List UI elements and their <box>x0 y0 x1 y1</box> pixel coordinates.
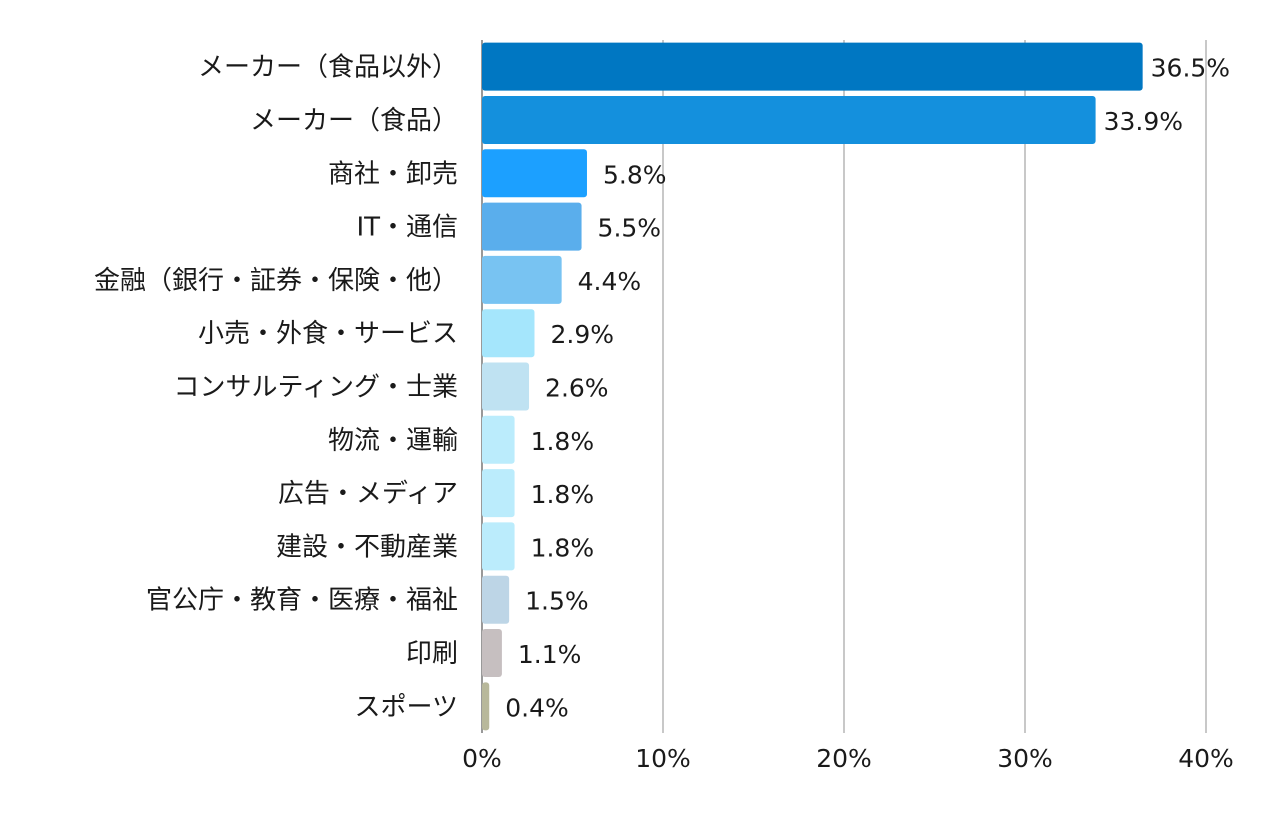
category-label: 小売・外食・サービス <box>198 319 458 349</box>
category-label: メーカー（食品） <box>250 106 458 136</box>
bar <box>482 522 515 571</box>
value-label: 5.8% <box>603 160 667 189</box>
bar <box>482 149 587 198</box>
x-tick-label: 30% <box>997 744 1053 773</box>
value-label: 33.9% <box>1104 107 1183 136</box>
category-label: コンサルティング・士業 <box>174 373 458 403</box>
bar <box>482 255 562 304</box>
value-label: 1.5% <box>525 587 589 616</box>
value-label: 2.6% <box>545 374 609 403</box>
bar <box>482 575 510 624</box>
category-label: 物流・運輸 <box>328 426 458 456</box>
bar <box>482 309 535 358</box>
category-label: IT・通信 <box>356 213 458 243</box>
category-label: 広告・メディア <box>278 479 458 509</box>
x-tick-label: 20% <box>816 744 872 773</box>
bar <box>482 682 490 731</box>
value-label: 1.8% <box>531 480 595 509</box>
value-label: 0.4% <box>505 693 569 722</box>
bar <box>482 202 582 251</box>
x-tick-label: 10% <box>635 744 691 773</box>
category-label: 印刷 <box>406 639 458 669</box>
x-tick-label: 0% <box>462 744 502 773</box>
category-label: 建設・不動産業 <box>276 532 458 562</box>
value-label: 36.5% <box>1151 54 1230 83</box>
value-label: 1.8% <box>531 533 595 562</box>
value-label: 2.9% <box>550 320 614 349</box>
bar <box>482 415 515 464</box>
value-label: 5.5% <box>598 214 662 243</box>
category-label: スポーツ <box>355 692 458 722</box>
category-labels: メーカー（食品以外） メーカー（食品） 商社・卸売 IT・通信金融（銀行・証券・保険・… <box>94 53 458 723</box>
category-label: 金融（銀行・証券・保険・他） <box>94 266 458 296</box>
value-label: 1.1% <box>518 640 582 669</box>
bar <box>482 629 502 678</box>
category-label: メーカー（食品以外） <box>198 53 458 83</box>
bar <box>482 95 1096 144</box>
x-tick-label: 40% <box>1178 744 1234 773</box>
value-label: 4.4% <box>578 267 642 296</box>
value-labels: 36.5% 33.9% 5.8% 5.5% 4.4% 2.9% 2.6% 1.8% 1.8% 1.… <box>505 54 1230 723</box>
bar <box>482 362 530 411</box>
bar <box>482 42 1143 91</box>
category-label: 商社・卸売 <box>328 159 458 189</box>
bars <box>482 42 1143 731</box>
category-label: 官公庁・教育・医療・福祉 <box>146 586 458 616</box>
value-label: 1.8% <box>531 427 595 456</box>
bar <box>482 469 515 518</box>
x-tick-labels: 0% 10% 20% 30% 40% <box>462 744 1234 773</box>
